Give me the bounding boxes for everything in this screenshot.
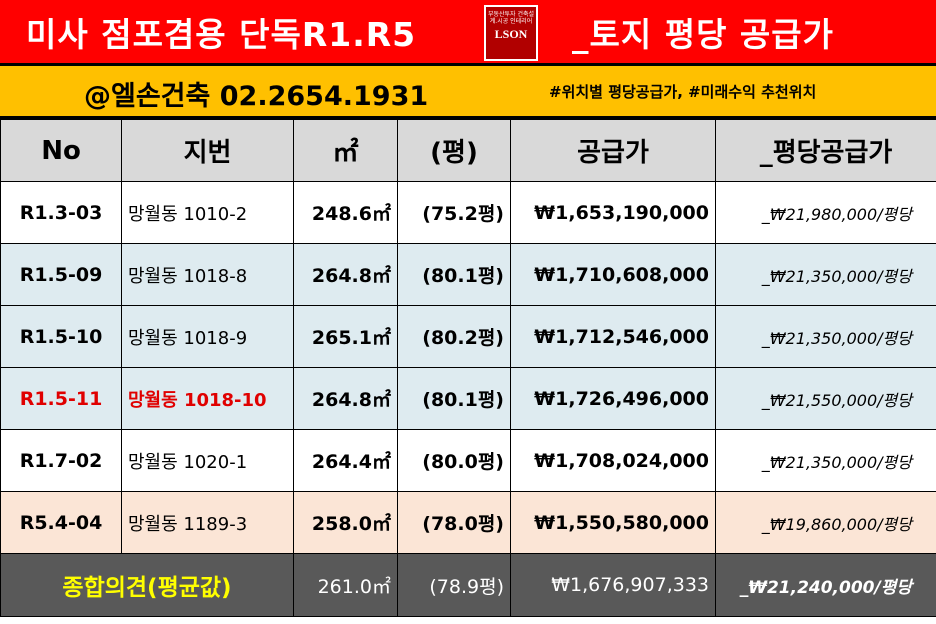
area-pyeong: (80.0평) xyxy=(397,429,511,492)
col-header-price-per-pyeong: _평당공급가 xyxy=(715,119,936,182)
supply-price: ₩1,712,546,000 xyxy=(510,305,716,368)
summary-area-pyeong: (78.9평) xyxy=(397,553,511,617)
area-sqm: 264.8㎡ xyxy=(293,243,398,306)
title-bar: 미사 점포겸용 단독R1.R5 부동산투자 건축설계.시공 인테리어 LSON … xyxy=(0,0,936,66)
area-pyeong: (75.2평) xyxy=(397,181,511,244)
summary-label: 종합의견(평균값) xyxy=(0,553,294,617)
table-row: R1.5-10 망월동 1018-9 265.1㎡ (80.2평) ₩1,712… xyxy=(0,305,936,368)
table-header-row: No 지번 ㎡ (평) 공급가 _평당공급가 xyxy=(0,119,936,182)
lot-number: R1.5-10 xyxy=(0,305,122,368)
supply-price: ₩1,550,580,000 xyxy=(510,491,716,554)
lot-number: R1.7-02 xyxy=(0,429,122,492)
lot-address: 망월동 1189-3 xyxy=(121,491,294,554)
page-title: 미사 점포겸용 단독R1.R5 xyxy=(26,15,417,54)
lot-address: 망월동 1018-10 xyxy=(121,367,294,430)
lot-number: R1.5-11 xyxy=(0,367,122,430)
area-sqm: 265.1㎡ xyxy=(293,305,398,368)
area-sqm: 264.8㎡ xyxy=(293,367,398,430)
table-row: R1.5-09 망월동 1018-8 264.8㎡ (80.1평) ₩1,710… xyxy=(0,243,936,306)
lot-address: 망월동 1010-2 xyxy=(121,181,294,244)
logo-tagline: 부동산투자 건축설계.시공 인테리어 xyxy=(487,11,535,25)
price-per-pyeong: _₩21,980,000/평당 xyxy=(715,181,936,244)
summary-row: 종합의견(평균값) 261.0㎡ (78.9평) ₩1,676,907,333 … xyxy=(0,553,936,617)
area-sqm: 248.6㎡ xyxy=(293,181,398,244)
price-per-pyeong: _₩21,550,000/평당 xyxy=(715,367,936,430)
lot-address: 망월동 1018-9 xyxy=(121,305,294,368)
area-pyeong: (78.0평) xyxy=(397,491,511,554)
supply-price: ₩1,708,024,000 xyxy=(510,429,716,492)
supply-price: ₩1,653,190,000 xyxy=(510,181,716,244)
lot-address: 망월동 1020-1 xyxy=(121,429,294,492)
table-row-highlighted: R1.5-11 망월동 1018-10 264.8㎡ (80.1평) ₩1,72… xyxy=(0,367,936,430)
price-per-pyeong: _₩19,860,000/평당 xyxy=(715,491,936,554)
table-row: R1.7-02 망월동 1020-1 264.4㎡ (80.0평) ₩1,708… xyxy=(0,429,936,492)
page-subtitle: _토지 평당 공급가 xyxy=(572,15,834,54)
contact-info: @엘손건축 02.2654.1931 xyxy=(84,81,429,112)
lot-number: R5.4-04 xyxy=(0,491,122,554)
lot-number: R1.5-09 xyxy=(0,243,122,306)
summary-supply-price: ₩1,676,907,333 xyxy=(510,553,716,617)
price-per-pyeong: _₩21,350,000/평당 xyxy=(715,429,936,492)
price-per-pyeong: _₩21,350,000/평당 xyxy=(715,243,936,306)
area-sqm: 258.0㎡ xyxy=(293,491,398,554)
supply-price: ₩1,726,496,000 xyxy=(510,367,716,430)
contact-bar: @엘손건축 02.2654.1931 #위치별 평당공급가, #미래수익 추천위… xyxy=(0,66,936,119)
price-table: No 지번 ㎡ (평) 공급가 _평당공급가 R1.3-03 망월동 1010-… xyxy=(0,119,936,617)
summary-area-sqm: 261.0㎡ xyxy=(293,553,398,617)
area-pyeong: (80.1평) xyxy=(397,243,511,306)
area-pyeong: (80.2평) xyxy=(397,305,511,368)
col-header-lot: 지번 xyxy=(121,119,294,182)
table-row: R1.3-03 망월동 1010-2 248.6㎡ (75.2평) ₩1,653… xyxy=(0,181,936,244)
col-header-pyeong: (평) xyxy=(397,119,511,182)
supply-price: ₩1,710,608,000 xyxy=(510,243,716,306)
summary-price-per-pyeong: _₩21,240,000/평당 xyxy=(715,553,936,617)
col-header-price: 공급가 xyxy=(510,119,716,182)
logo-wordmark: LSON xyxy=(494,27,528,41)
table-row: R5.4-04 망월동 1189-3 258.0㎡ (78.0평) ₩1,550… xyxy=(0,491,936,554)
hashtags: #위치별 평당공급가, #미래수익 추천위치 xyxy=(549,83,817,101)
lot-number: R1.3-03 xyxy=(0,181,122,244)
col-header-no: No xyxy=(0,119,122,182)
col-header-sqm: ㎡ xyxy=(293,119,398,182)
lson-logo: 부동산투자 건축설계.시공 인테리어 LSON xyxy=(484,5,538,61)
price-per-pyeong: _₩21,350,000/평당 xyxy=(715,305,936,368)
lot-address: 망월동 1018-8 xyxy=(121,243,294,306)
area-sqm: 264.4㎡ xyxy=(293,429,398,492)
area-pyeong: (80.1평) xyxy=(397,367,511,430)
